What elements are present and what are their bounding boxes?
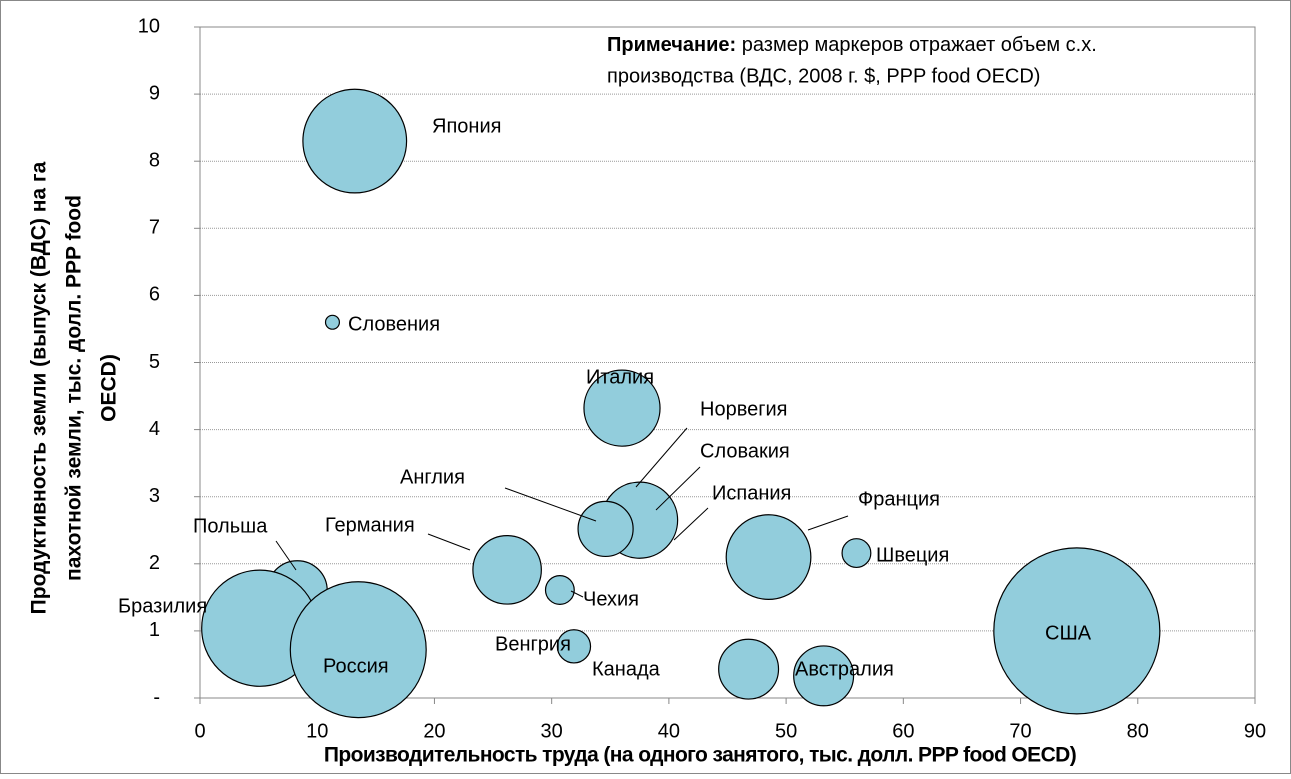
point-label: Польша [193, 515, 268, 537]
point-label: Швеция [876, 544, 949, 566]
point-label: Норвегия [700, 398, 788, 420]
x-tick-label: 60 [892, 720, 914, 742]
point-label: Япония [432, 115, 501, 137]
bubble [793, 645, 855, 707]
point-label: Канада [592, 658, 661, 680]
y-tick-label: 4 [149, 418, 160, 440]
point-label: Венгрия [495, 633, 571, 655]
point-label: Италия [586, 366, 654, 388]
point-label: Словения [348, 313, 440, 335]
y-tick-label: 2 [149, 552, 160, 574]
bubble [993, 547, 1161, 715]
y-tick-label: 7 [149, 217, 160, 239]
x-tick-label: 90 [1244, 720, 1266, 742]
plot-frame [199, 26, 1256, 699]
point-label: Германия [325, 514, 415, 536]
bubble [324, 314, 341, 330]
bubble [577, 500, 634, 558]
y-axis-title: Продуктивность земли (выпуск (ВДС) на га… [28, 161, 121, 614]
x-tick-label: 10 [306, 720, 328, 742]
point-label: Испания [712, 482, 791, 504]
leader-line [570, 590, 584, 598]
x-tick-label: 40 [658, 720, 680, 742]
x-tick-label: 80 [1127, 720, 1149, 742]
bubble [472, 535, 542, 605]
y-tick-label: 6 [149, 284, 160, 306]
point-label: Чехия [583, 588, 639, 610]
x-tick-label: 20 [423, 720, 445, 742]
leader-line [807, 515, 849, 531]
bubble [544, 574, 575, 605]
bubble [289, 581, 427, 719]
x-axis-title: Производительность труда (на одного заня… [324, 744, 1076, 767]
y-tick-label: 8 [149, 149, 160, 171]
x-tick-label: 50 [775, 720, 797, 742]
y-tick-label: 1 [149, 619, 160, 641]
y-tick-label: - [153, 686, 160, 708]
leader-line [635, 427, 688, 488]
leader-line [673, 507, 709, 541]
point-label: Россия [323, 655, 389, 677]
y-tick-label: 10 [138, 15, 160, 37]
bubble [302, 88, 408, 194]
point-label: Бразилия [118, 595, 207, 617]
point-label: Австралия [795, 658, 894, 680]
x-tick-label: 30 [541, 720, 563, 742]
leader-line [504, 487, 597, 522]
x-tick-label: 70 [1009, 720, 1031, 742]
leader-line [275, 540, 297, 571]
note: Примечание: размер маркеров отражает объ… [607, 34, 1097, 56]
note-line: производства (ВДС, 2008 г. $, PPP food O… [607, 65, 1040, 87]
point-label: Англия [400, 466, 465, 488]
x-tick-label: 0 [194, 720, 205, 742]
bubble [841, 538, 872, 569]
point-label: США [1045, 622, 1092, 644]
point-label: Словакия [700, 440, 790, 462]
y-axis-title-line: пахотной земли, тыс. долл. PPP food [63, 195, 86, 581]
y-axis-title-line: OECD) [98, 354, 121, 422]
y-tick-label: 3 [149, 485, 160, 507]
note-label: Примечание: [607, 34, 736, 56]
bubble [718, 638, 780, 700]
point-label: Франция [858, 488, 940, 510]
y-tick-label: 9 [149, 82, 160, 104]
note-line: размер маркеров отражает объем с.х. [742, 34, 1097, 56]
y-tick-label: 5 [149, 351, 160, 373]
leader-line [427, 533, 471, 551]
bubble [583, 369, 661, 447]
y-axis-title-line: Продуктивность земли (выпуск (ВДС) на га [28, 161, 51, 614]
leader-line [655, 466, 701, 511]
bubble [556, 629, 592, 664]
bubble [725, 514, 812, 601]
